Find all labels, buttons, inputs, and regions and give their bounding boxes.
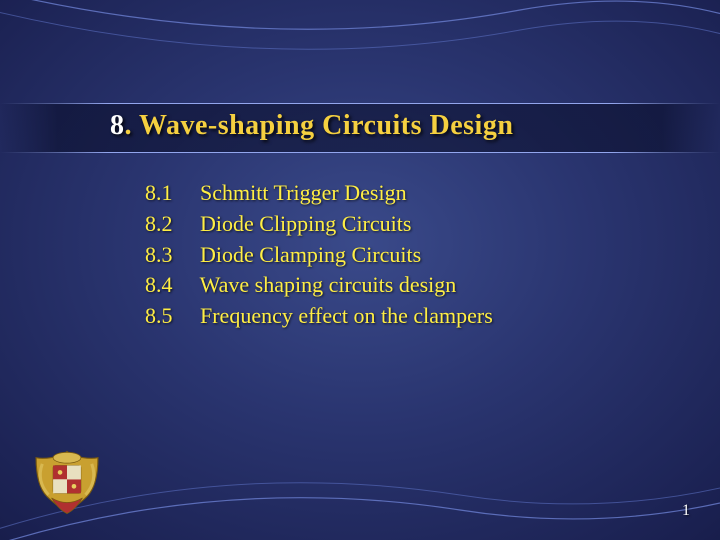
toc-text: Diode Clamping Circuits — [200, 242, 421, 267]
toc-item: 8.1 Schmitt Trigger Design — [145, 178, 493, 209]
toc-text: Frequency effect on the clampers — [200, 303, 493, 328]
toc-num: 8.1 — [145, 180, 173, 205]
toc-num: 8.4 — [145, 272, 173, 297]
toc-item: 8.4 Wave shaping circuits design — [145, 270, 493, 301]
slide-title: 8. Wave-shaping Circuits Design — [110, 110, 513, 142]
title-dot: . — [125, 110, 133, 141]
toc-text: Schmitt Trigger Design — [200, 180, 407, 205]
toc-item: 8.5 Frequency effect on the clampers — [145, 301, 493, 332]
toc-num: 8.5 — [145, 303, 173, 328]
toc-item: 8.3 Diode Clamping Circuits — [145, 240, 493, 271]
toc-num: 8.3 — [145, 242, 173, 267]
title-text: Wave-shaping Circuits Design — [132, 110, 513, 141]
page-number: 1 — [682, 502, 690, 520]
title-number: 8 — [110, 110, 125, 141]
toc-list: 8.1 Schmitt Trigger Design 8.2 Diode Cli… — [145, 178, 493, 332]
toc-text: Wave shaping circuits design — [200, 272, 457, 297]
toc-item: 8.2 Diode Clipping Circuits — [145, 209, 493, 240]
toc-text: Diode Clipping Circuits — [200, 211, 411, 236]
crest-icon — [28, 450, 106, 518]
toc-num: 8.2 — [145, 211, 173, 236]
